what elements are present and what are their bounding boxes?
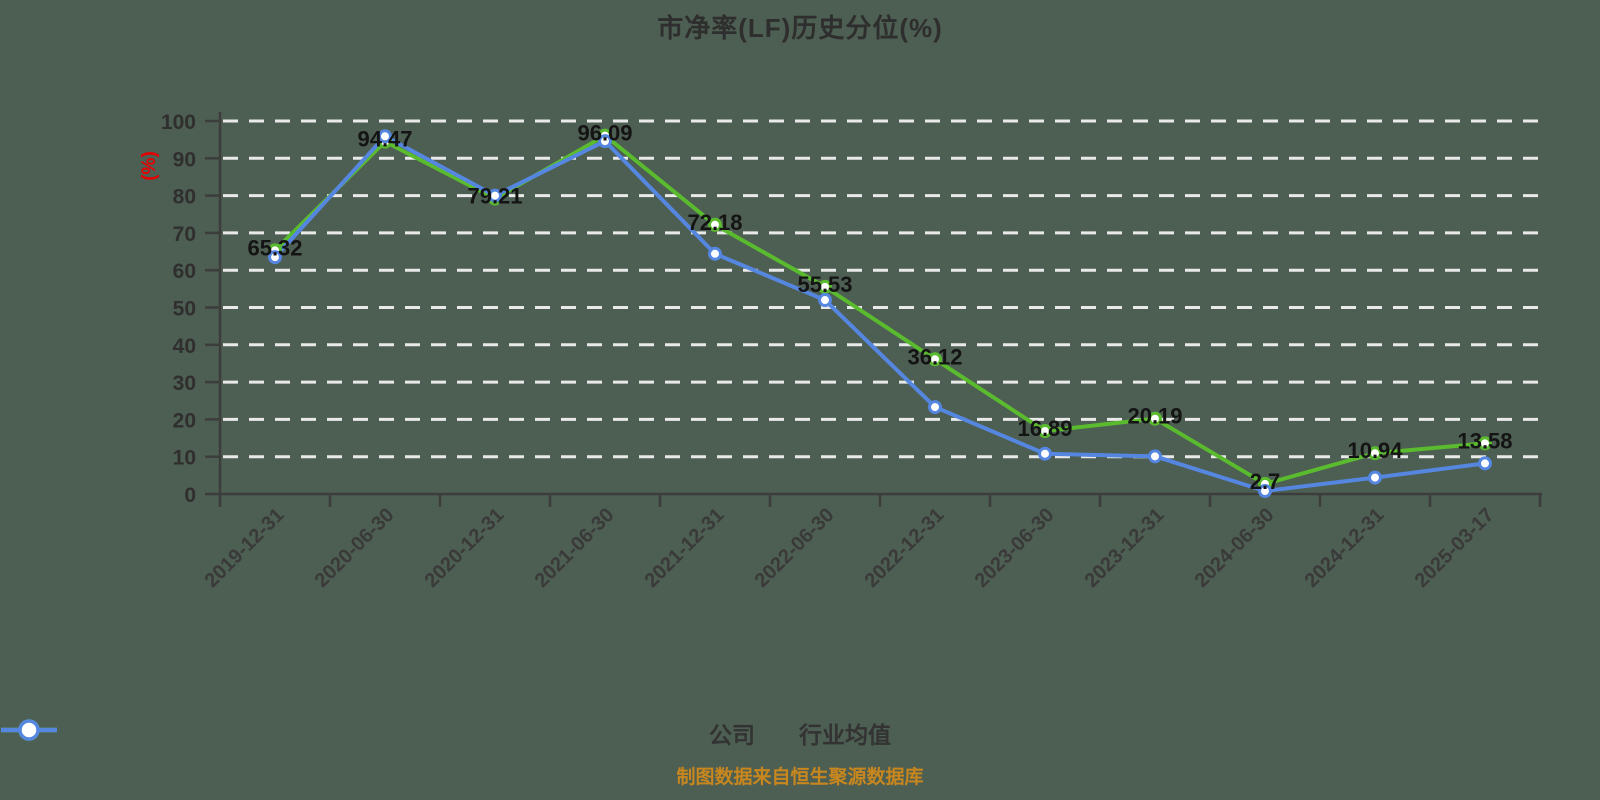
legend-item-company[interactable]: 公司 xyxy=(1,716,755,750)
value-label: 72.18 xyxy=(687,210,742,235)
data-point-marker-industry-average[interactable] xyxy=(1038,446,1052,461)
value-label: 65.32 xyxy=(247,235,302,260)
y-axis-tick-label: 10 xyxy=(173,447,196,470)
data-point-marker-company[interactable] xyxy=(1368,446,1382,461)
value-label: 13.58 xyxy=(1457,428,1512,453)
x-axis: 2019-12-31 2020-06-30 2020-12-31 2021-06-30… xyxy=(201,492,1542,592)
y-axis-tick-label: 60 xyxy=(173,260,196,283)
value-label: 20.19 xyxy=(1127,404,1182,429)
y-axis-tick-label: 0 xyxy=(184,484,196,507)
x-axis-category-label: 2024-12-31 xyxy=(1301,504,1389,592)
x-axis-category-label: 2020-12-31 xyxy=(421,504,509,592)
y-axis-tick-label: 30 xyxy=(173,372,196,395)
data-source-note: 制图数据来自恒生聚源数据库 xyxy=(676,767,924,788)
y-axis-tick-label: 100 xyxy=(161,111,196,134)
data-point-marker-industry-average[interactable] xyxy=(1148,449,1162,464)
y-axis-unit-label: (%) xyxy=(139,151,160,181)
gridlines xyxy=(223,119,1540,459)
value-label: 10.94 xyxy=(1347,438,1403,463)
series-value-labels-company: 65.32 94.47 79.21 96.09 72.18 55.53 36.12 16.89… xyxy=(247,121,1512,494)
data-point-marker-industry-average[interactable] xyxy=(818,293,832,308)
x-axis-category-label: 2019-12-31 xyxy=(201,504,289,592)
data-point-marker-industry-average[interactable] xyxy=(1368,470,1382,485)
y-axis: 0 10 20 30 40 50 60 70 80 90 100 xyxy=(161,111,222,507)
data-point-marker-company[interactable] xyxy=(818,279,832,294)
x-axis-category-label: 2025-03-17 xyxy=(1411,504,1499,592)
data-point-marker-industry-average[interactable] xyxy=(1478,456,1492,471)
x-axis-category-label: 2024-06-30 xyxy=(1191,504,1279,592)
y-axis-tick-label: 50 xyxy=(173,298,196,321)
x-axis-category-label: 2023-12-31 xyxy=(1081,504,1169,592)
value-label: 36.12 xyxy=(907,344,962,369)
series-line-industry-average xyxy=(273,134,1487,494)
y-axis-tick-label: 90 xyxy=(173,148,196,171)
x-axis-category-label: 2021-12-31 xyxy=(641,504,729,592)
x-axis-category-label: 2022-12-31 xyxy=(861,504,949,592)
series-markers-industry-average xyxy=(268,129,1492,499)
value-label: 55.53 xyxy=(797,272,852,297)
value-label: 79.21 xyxy=(467,184,522,209)
chart-title: 市净率(LF)历史分位(%) xyxy=(657,13,943,43)
data-point-marker-industry-average[interactable] xyxy=(598,134,612,149)
legend-item-industry-average[interactable]: 行业均值 xyxy=(1,716,891,750)
series-line-company xyxy=(273,133,1487,486)
data-point-marker-industry-average[interactable] xyxy=(378,129,392,144)
series-markers-company xyxy=(268,128,1492,491)
data-point-marker-industry-average[interactable] xyxy=(928,400,942,415)
data-point-marker-company[interactable] xyxy=(708,217,722,232)
y-axis-tick-label: 40 xyxy=(173,335,196,358)
data-point-marker-industry-average[interactable] xyxy=(488,188,502,203)
value-label: 96.09 xyxy=(577,121,632,146)
data-point-marker-industry-average[interactable] xyxy=(1258,484,1272,499)
legend-label-industry-average: 行业均值 xyxy=(799,722,891,748)
data-point-marker-company[interactable] xyxy=(928,352,942,367)
y-axis-tick-label: 20 xyxy=(173,409,196,432)
data-point-marker-industry-average[interactable] xyxy=(268,250,282,265)
value-label: 16.89 xyxy=(1017,416,1072,441)
x-axis-category-label: 2021-06-30 xyxy=(531,504,619,592)
value-label: 2.7 xyxy=(1250,469,1281,494)
data-point-marker-company[interactable] xyxy=(1148,411,1162,426)
data-point-marker-company[interactable] xyxy=(1478,436,1492,451)
chart-legend: 公司 行业均值 xyxy=(0,716,1600,750)
industry-average-legend-marker-icon xyxy=(1,719,57,741)
data-point-marker-industry-average[interactable] xyxy=(708,246,722,261)
y-axis-tick-label: 70 xyxy=(173,223,196,246)
x-axis-category-label: 2022-06-30 xyxy=(751,504,839,592)
x-axis-category-label: 2023-06-30 xyxy=(971,504,1059,592)
legend-label-company: 公司 xyxy=(709,722,755,748)
data-point-marker-company[interactable] xyxy=(1038,424,1052,439)
y-axis-tick-label: 80 xyxy=(173,186,196,209)
value-label: 94.47 xyxy=(357,127,412,152)
x-axis-category-label: 2020-06-30 xyxy=(311,504,399,592)
